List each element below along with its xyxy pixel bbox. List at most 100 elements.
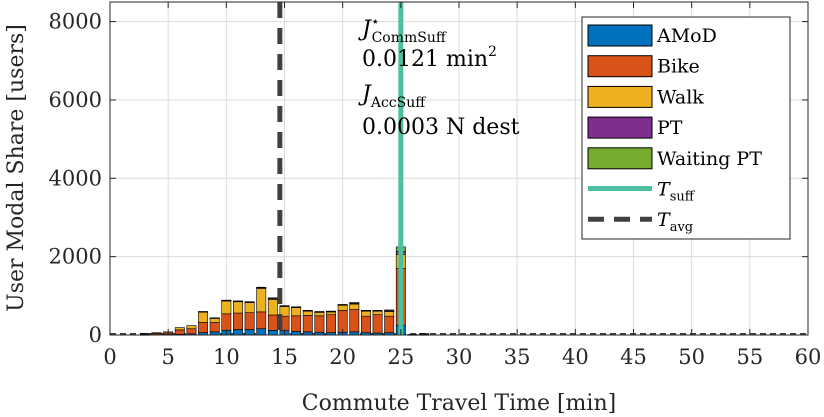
bar-walk bbox=[419, 333, 430, 335]
x-tick-label: 30 bbox=[446, 345, 473, 369]
bar-waiting-pt bbox=[384, 309, 395, 312]
x-tick-label: 25 bbox=[387, 345, 414, 369]
annotation: J⋆ CommSuff bbox=[358, 14, 447, 46]
bar-walk bbox=[209, 317, 220, 323]
bar-bike bbox=[221, 313, 232, 331]
x-tick-label: 50 bbox=[678, 345, 705, 369]
bar-bike bbox=[233, 312, 243, 330]
legend-label-waiting-pt: Waiting PT bbox=[657, 148, 762, 170]
bar-bike bbox=[360, 315, 371, 333]
bar-waiting-pt bbox=[372, 310, 383, 312]
x-tick-label: 55 bbox=[736, 345, 763, 369]
bar-waiting-pt bbox=[314, 311, 325, 313]
bar-walk bbox=[198, 311, 209, 323]
bar-walk bbox=[186, 325, 197, 330]
legend-swatch-waiting-pt bbox=[587, 147, 653, 170]
bar-waiting-pt bbox=[198, 311, 209, 313]
x-tick-label: 20 bbox=[329, 345, 356, 369]
bar-walk bbox=[372, 310, 383, 315]
bar-bike bbox=[326, 314, 336, 333]
bar-waiting-pt bbox=[279, 305, 290, 307]
bar-waiting-pt bbox=[326, 310, 336, 312]
y-tick-label: 0 bbox=[89, 323, 102, 347]
x-tick-label: 0 bbox=[103, 345, 116, 369]
bar-walk bbox=[256, 288, 267, 313]
legend-label-walk: Walk bbox=[657, 86, 704, 108]
x-tick-label: 35 bbox=[504, 345, 531, 369]
y-tick-label: 2000 bbox=[49, 245, 102, 269]
legend-swatch-bike bbox=[587, 55, 653, 78]
axis-ticks: 0 5 10 15 20 25 30 35 40 45 50 55 60 0 2000 4000 6000 800… bbox=[49, 2, 822, 369]
x-tick-label: 40 bbox=[562, 345, 589, 369]
bar-waiting-pt bbox=[337, 304, 348, 306]
bar-waiting-pt bbox=[302, 310, 313, 312]
annotation: 0.0121 min2 bbox=[362, 44, 497, 72]
bar-amod bbox=[233, 329, 243, 336]
bar-waiting-pt bbox=[244, 301, 255, 303]
bar-waiting-pt bbox=[291, 306, 302, 308]
bar-walk bbox=[221, 300, 232, 315]
bar-walk bbox=[291, 307, 302, 317]
bar-bike bbox=[186, 328, 197, 335]
x-axis-title: Commute Travel Time [min] bbox=[302, 391, 616, 416]
y-tick-label: 6000 bbox=[49, 88, 102, 112]
bar-walk bbox=[360, 310, 371, 317]
bar-amod bbox=[256, 328, 267, 336]
bar-walk bbox=[314, 311, 325, 317]
legend-swatch-amod bbox=[587, 24, 653, 47]
bar-bike bbox=[314, 315, 325, 333]
x-tick-label: 15 bbox=[271, 345, 298, 369]
bar-bike bbox=[349, 309, 360, 333]
bar-waiting-pt bbox=[256, 286, 267, 289]
annotation: 0.0003 N dest bbox=[362, 115, 520, 140]
bar-waiting-pt bbox=[349, 302, 360, 304]
legend-label-amod: AMoD bbox=[656, 25, 717, 47]
bar-walk bbox=[326, 311, 336, 315]
bar-walk bbox=[302, 310, 313, 316]
y-tick-label: 8000 bbox=[49, 10, 102, 34]
legend-swatch-pt bbox=[587, 116, 653, 139]
bar-walk bbox=[349, 303, 360, 310]
bar-amod bbox=[244, 329, 255, 336]
bar-bike bbox=[244, 312, 255, 330]
reference-lines bbox=[277, 2, 404, 335]
bar-bike bbox=[267, 314, 278, 331]
bar-walk bbox=[244, 302, 255, 313]
x-tick-label: 60 bbox=[795, 345, 822, 369]
legend-label-pt: PT bbox=[657, 117, 683, 139]
bar-walk bbox=[384, 311, 395, 317]
y-axis-title: User Modal Share [users] bbox=[4, 24, 29, 312]
bar-walk bbox=[139, 333, 150, 335]
legend-swatch-walk bbox=[587, 85, 653, 108]
bar-walk bbox=[233, 301, 243, 314]
bar-bike bbox=[291, 315, 302, 332]
bar-bike bbox=[174, 329, 185, 335]
bar-bike bbox=[384, 315, 395, 333]
legend-label-t-avg: Tavg bbox=[657, 209, 693, 235]
annotation: JAccSuff bbox=[358, 82, 426, 111]
bar-amod bbox=[267, 329, 278, 336]
bar-waiting-pt bbox=[360, 310, 371, 312]
legend: AMoD Bike Walk PT Waiting PT Tsuff Tavg bbox=[581, 16, 791, 240]
bar-bike bbox=[198, 322, 209, 333]
bar-bike bbox=[256, 311, 267, 330]
bar-waiting-pt bbox=[233, 300, 243, 302]
y-tick-label: 4000 bbox=[49, 166, 102, 190]
bar-bike bbox=[337, 310, 348, 333]
bar-bike bbox=[302, 315, 313, 333]
bar-walk bbox=[337, 304, 348, 311]
bar-amod bbox=[291, 331, 302, 336]
x-tick-label: 45 bbox=[620, 345, 647, 369]
bar-waiting-pt bbox=[267, 297, 278, 299]
bar-bike bbox=[209, 322, 220, 333]
legend-label-bike: Bike bbox=[657, 56, 700, 78]
bar-bike bbox=[372, 314, 383, 334]
x-tick-label: 5 bbox=[161, 345, 174, 369]
bar-waiting-pt bbox=[209, 317, 220, 319]
bar-waiting-pt bbox=[221, 299, 232, 301]
bar-walk bbox=[174, 327, 185, 331]
bar-walk bbox=[151, 332, 162, 334]
legend-label-t-suff: Tsuff bbox=[657, 179, 696, 205]
